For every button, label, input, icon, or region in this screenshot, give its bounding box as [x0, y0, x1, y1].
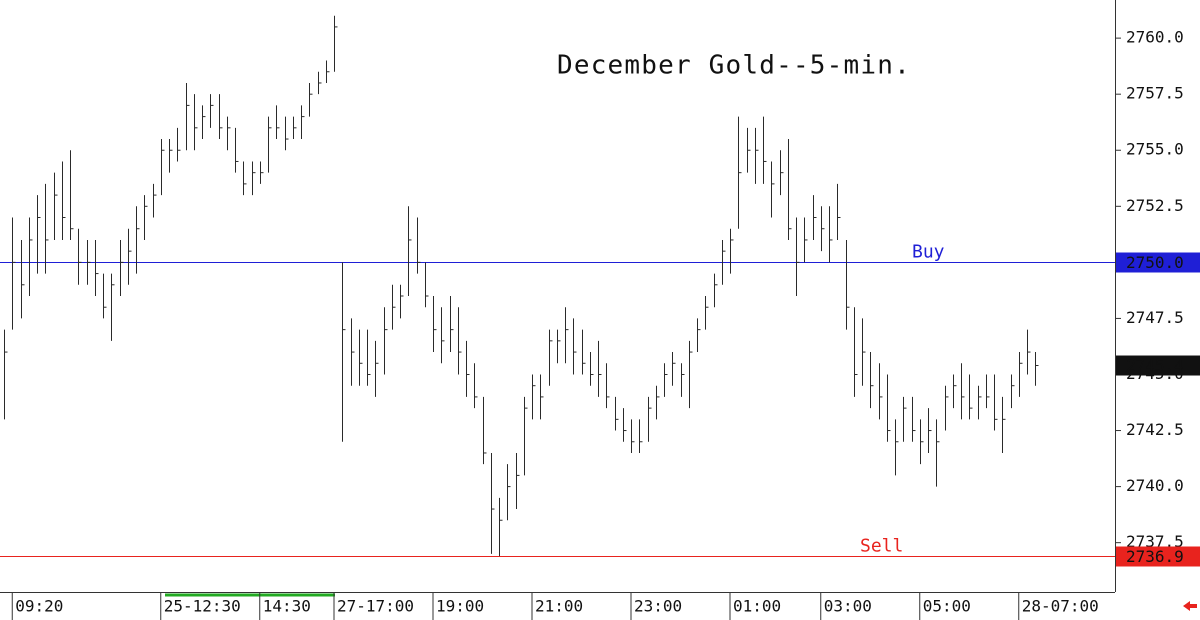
x-tick-label: 01:00 [733, 597, 781, 616]
y-tick-label: 2747.5 [1126, 308, 1184, 327]
x-tick-label: 09:20 [15, 597, 63, 616]
y-tick-label: 2752.5 [1126, 196, 1184, 215]
y-tick-label: 2740.0 [1126, 476, 1184, 495]
level-price-label: 2750.0 [1126, 253, 1184, 272]
x-tick-label: 23:00 [634, 597, 682, 616]
y-tick-label: 2760.0 [1126, 28, 1184, 47]
level-label: Sell [860, 536, 903, 557]
x-tick-label: 21:00 [535, 597, 583, 616]
level-label: Buy [912, 242, 945, 263]
x-tick-label: 19:00 [436, 597, 484, 616]
last-price-label: 2745.4 [1126, 356, 1184, 375]
level-price-box [1116, 252, 1200, 273]
y-tick-label: 2737.5 [1126, 532, 1184, 551]
x-tick-label: 25-12:30 [164, 597, 241, 616]
x-tick-label: 27-17:00 [337, 597, 414, 616]
y-tick-label: 2742.5 [1126, 420, 1184, 439]
chart-title: December Gold--5-min. [557, 51, 911, 81]
level-price-box [1116, 546, 1200, 567]
x-tick-label: 14:30 [263, 597, 311, 616]
x-tick-label: 03:00 [824, 597, 872, 616]
y-tick-label: 2757.5 [1126, 84, 1184, 103]
y-tick-label: 2755.0 [1126, 140, 1184, 159]
last-price-box [1116, 355, 1200, 376]
x-tick-label: 05:00 [923, 597, 971, 616]
scroll-arrow[interactable] [1183, 601, 1197, 611]
x-tick-label: 28-07:00 [1022, 597, 1099, 616]
level-price-label: 2736.9 [1126, 547, 1184, 566]
